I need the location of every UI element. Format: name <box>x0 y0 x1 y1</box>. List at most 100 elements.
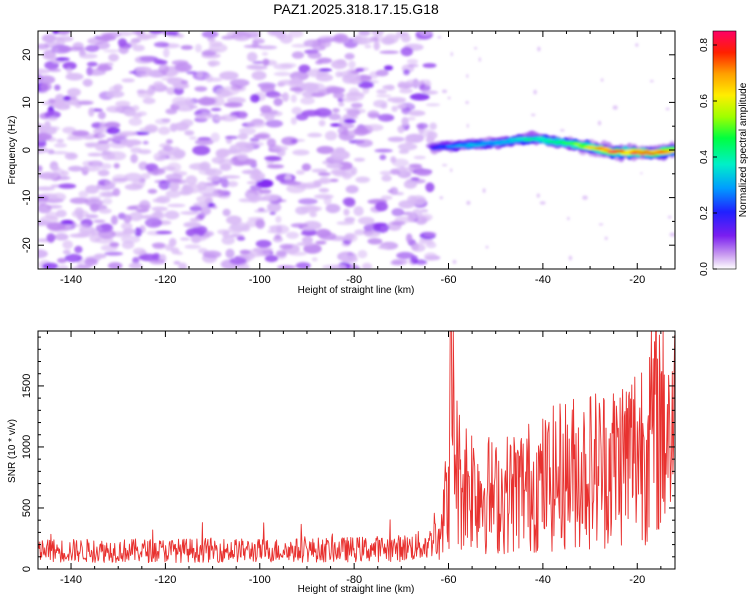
noise-blob <box>74 207 84 216</box>
noise-blob <box>194 236 207 242</box>
ridge-mark <box>454 144 465 148</box>
noise-blob <box>153 81 164 89</box>
y-tick-label: 10 <box>21 96 33 108</box>
noise-speck <box>604 236 608 240</box>
noise-blob <box>194 43 202 53</box>
noise-blob <box>375 69 389 77</box>
noise-blob <box>355 139 373 148</box>
noise-blob <box>257 207 265 212</box>
noise-blob <box>223 102 243 108</box>
noise-blob <box>259 112 272 117</box>
noise-blob <box>296 242 316 246</box>
noise-blob <box>38 186 55 191</box>
noise-speck <box>437 36 442 39</box>
noise-blob <box>377 113 395 122</box>
noise-blob <box>344 53 355 60</box>
noise-blob <box>77 101 93 105</box>
noise-blob <box>350 102 363 108</box>
noise-blob <box>311 92 326 98</box>
x-tick-label: -120 <box>154 274 176 286</box>
noise-blob <box>46 222 66 231</box>
noise-blob <box>103 49 120 53</box>
noise-blob <box>153 210 163 218</box>
y-tick-label: 0 <box>21 566 33 572</box>
noise-blob <box>205 74 214 83</box>
noise-blob <box>390 156 397 164</box>
noise-blob <box>127 205 139 210</box>
noise-blob <box>122 228 136 235</box>
x-tick-label: -80 <box>346 274 362 286</box>
noise-blob <box>180 45 193 50</box>
noise-blob <box>333 33 349 43</box>
noise-blob <box>89 196 102 200</box>
noise-speck <box>485 245 489 249</box>
noise-blob <box>121 235 141 244</box>
noise-blob <box>230 222 250 232</box>
noise-blob <box>183 221 201 228</box>
noise-blob <box>282 92 289 102</box>
noise-blob <box>135 66 153 77</box>
noise-blob <box>199 161 211 171</box>
noise-speck <box>533 89 537 95</box>
noise-blob <box>381 37 395 45</box>
noise-blob <box>55 31 71 35</box>
colorbar-tick-label: 0.2 <box>699 206 710 220</box>
noise-blob <box>418 31 434 36</box>
noise-blob <box>326 86 346 94</box>
noise-blob <box>291 43 309 48</box>
noise-blob <box>322 264 341 269</box>
noise-blob <box>45 193 58 202</box>
ridge-mark <box>505 141 516 144</box>
noise-blob <box>208 43 228 53</box>
noise-speck <box>640 172 643 175</box>
noise-blob <box>300 97 315 105</box>
noise-blob <box>316 146 335 154</box>
noise-blob <box>274 234 282 240</box>
noise-blob <box>343 107 358 112</box>
noise-blob <box>68 165 84 172</box>
noise-speck <box>568 255 573 261</box>
noise-blob <box>131 31 144 35</box>
noise-blob <box>315 73 334 82</box>
y-tick-label: 1000 <box>21 435 33 459</box>
noise-blob <box>367 238 383 245</box>
noise-blob <box>106 90 125 98</box>
noise-blob <box>61 170 69 177</box>
chart-title: PAZ1.2025.318.17.15.G18 <box>273 1 439 17</box>
noise-blob <box>264 155 282 161</box>
noise-blob <box>286 231 299 239</box>
noise-blob <box>97 169 110 177</box>
noise-blob <box>60 219 74 225</box>
noise-blob <box>142 140 149 145</box>
noise-blob <box>38 90 48 94</box>
noise-blob <box>149 31 164 35</box>
ridge-mark <box>632 150 644 153</box>
ridge-mark <box>624 149 636 153</box>
noise-blob <box>86 61 98 67</box>
noise-blob <box>155 230 172 235</box>
noise-blob <box>355 176 371 183</box>
noise-blob <box>202 250 222 259</box>
noise-blob <box>246 120 266 128</box>
noise-blob <box>238 111 248 120</box>
noise-blob <box>221 236 235 245</box>
noise-blob <box>74 245 83 254</box>
noise-blob <box>403 180 417 189</box>
noise-blob <box>266 138 276 148</box>
noise-blob <box>305 206 323 212</box>
noise-blob <box>264 255 279 263</box>
noise-blob <box>201 31 219 39</box>
noise-blob <box>403 69 410 76</box>
noise-blobs <box>38 31 675 269</box>
signal-ridge <box>428 130 675 163</box>
noise-blob <box>342 197 356 206</box>
noise-blob <box>324 130 338 141</box>
noise-blob <box>82 166 101 172</box>
noise-blob <box>85 214 99 219</box>
noise-blob <box>337 161 353 171</box>
noise-blob <box>269 211 276 215</box>
noise-blob <box>64 152 78 160</box>
noise-blob <box>121 222 133 230</box>
noise-blob <box>382 85 395 90</box>
noise-blob <box>221 35 235 40</box>
